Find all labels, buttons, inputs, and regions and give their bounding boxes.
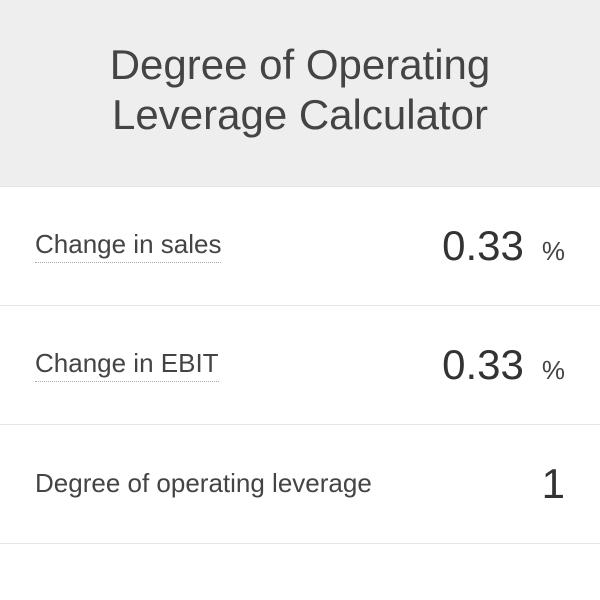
value-degree: 1 — [542, 460, 565, 508]
value-group: 0.33 % — [442, 222, 565, 270]
unit-change-in-ebit: % — [542, 355, 565, 386]
label-change-in-ebit[interactable]: Change in EBIT — [35, 348, 219, 382]
calculator-rows: Change in sales 0.33 % Change in EBIT 0.… — [0, 186, 600, 544]
calculator-header: Degree of Operating Leverage Calculator — [0, 0, 600, 186]
calculator-title: Degree of Operating Leverage Calculator — [30, 40, 570, 141]
value-change-in-ebit[interactable]: 0.33 — [442, 341, 524, 389]
unit-change-in-sales: % — [542, 236, 565, 267]
value-group: 0.33 % — [442, 341, 565, 389]
calculator-container: Degree of Operating Leverage Calculator … — [0, 0, 600, 544]
value-group: 1 — [542, 460, 565, 508]
input-row-change-in-ebit: Change in EBIT 0.33 % — [0, 306, 600, 425]
label-degree: Degree of operating leverage — [35, 468, 372, 499]
label-change-in-sales[interactable]: Change in sales — [35, 229, 221, 263]
output-row-degree: Degree of operating leverage 1 — [0, 425, 600, 544]
value-change-in-sales[interactable]: 0.33 — [442, 222, 524, 270]
input-row-change-in-sales: Change in sales 0.33 % — [0, 187, 600, 306]
